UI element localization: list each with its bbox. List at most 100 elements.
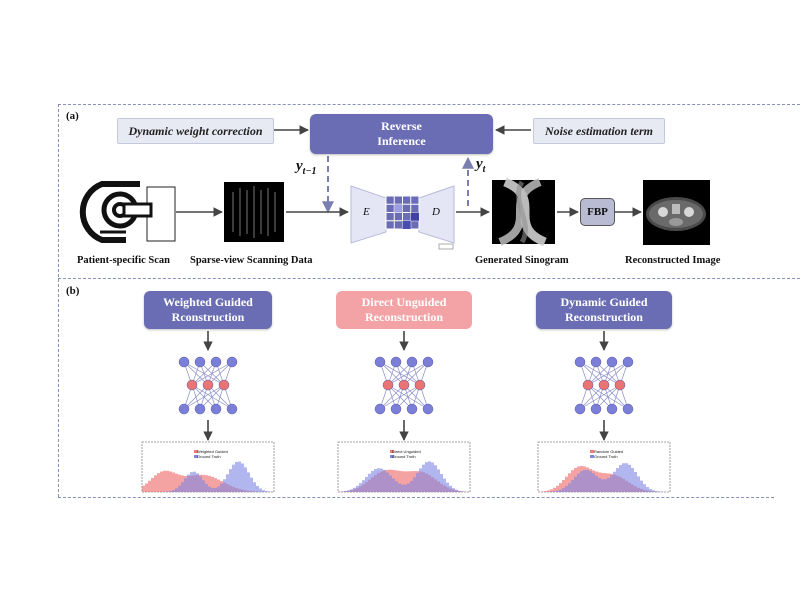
histogram-bar-blue [556,490,559,492]
histogram-bar-red [160,471,163,492]
histogram-bar-red [547,490,550,492]
histogram-bar-blue [568,483,571,492]
histogram-bar-red [568,473,571,492]
histogram-bar-blue [220,483,223,492]
network-edge [379,384,405,410]
histogram-bar-blue [404,484,407,492]
histogram-bar-blue [562,488,565,492]
histogram-bar-blue [214,487,217,492]
histogram-bar-blue [226,474,229,492]
histogram-bar-red [157,473,160,492]
histogram-bar-blue [184,478,187,492]
histogram-bar-red [562,480,565,492]
network-node [218,379,230,391]
network-edge [587,361,629,386]
histogram-bar-blue [437,469,440,492]
network-node [210,403,222,415]
histogram-bar-blue [628,464,631,492]
histogram-bar-red [154,475,157,492]
network-edge [579,384,605,410]
network-node [398,379,410,391]
histogram-bar-blue [580,471,583,492]
histogram-bar-blue [253,482,256,492]
fbp-text: FBP [587,206,608,218]
histogram-bar-blue [353,487,356,492]
histogram-bar-blue [229,469,232,492]
histogram-bar-red [166,470,169,492]
sparse-view-data-image [224,182,284,242]
reconstructed-ct-image [643,180,710,245]
histogram-bar-blue [380,468,383,492]
histogram-bar-red [544,491,547,492]
histogram-bar-blue [256,485,259,492]
histogram-bar-blue [259,488,262,492]
noise-estimation-box: Noise estimation term [533,118,665,144]
histogram-bar-blue [616,468,619,492]
legend-col3-series2: Ground Truth [594,454,618,459]
histogram-bar-blue [202,480,205,492]
histogram-bar-blue [181,482,184,492]
histogram-bar-red [550,489,553,492]
network-node [622,403,634,415]
histogram-bar-red [211,476,214,492]
histogram-bar-red [214,478,217,492]
histogram-bar-blue [365,476,368,492]
histogram-bar-red [217,479,220,492]
histogram-bar-blue [347,490,350,492]
network-node [406,403,418,415]
histogram-bar-blue [190,472,193,492]
network-node [606,403,618,415]
histogram-bar-blue [625,463,628,492]
histogram-bar-blue [607,477,610,492]
encoder-label: E [363,206,370,218]
network-node [178,356,190,368]
dynamic-weight-text: Dynamic weight correction [128,123,263,138]
network-edge [603,361,629,386]
histogram-bar-red [407,471,410,492]
histogram-bar-red [398,470,401,492]
caption-reconstructed: Reconstructed Image [625,255,721,266]
legend-col1-series2: Ground Truth [197,454,221,459]
histogram-bar-blue [401,484,404,492]
network-edge [403,361,429,386]
histogram-bar-red [401,471,404,492]
histogram-bar-blue [565,486,568,492]
histogram-bar-blue [422,464,425,492]
middle-divider [58,278,800,279]
decoder-label: D [432,206,440,218]
histogram-bar-blue [241,463,244,492]
histogram-bar-red [395,470,398,492]
histogram-bar-blue [362,480,365,492]
histogram-bar-blue [613,471,616,492]
histogram-bar-blue [175,488,178,492]
histogram-bar-blue [262,490,265,492]
histogram-bar-red [172,472,175,492]
histogram-bar-blue [434,465,437,492]
network-edge [595,384,621,410]
histogram-bar-blue [452,488,455,492]
histogram-bar-blue [389,475,392,492]
histogram-bar-blue [655,491,658,492]
panel-b-label: (b) [66,285,80,297]
histogram-bar-red [208,475,211,492]
ct-scanner-icon [79,181,176,243]
network-node [210,356,222,368]
histogram-bar-blue [571,480,574,492]
legend-swatch-red [590,450,594,453]
histogram-bar-blue [604,479,607,492]
network-edge [191,361,217,386]
histogram-bar-blue [244,467,247,492]
caption-scan: Patient-specific Scan [77,255,171,266]
network-node [606,356,618,368]
histogram-bar-blue [643,484,646,492]
histogram-bar-blue [383,470,386,492]
histogram-bar-blue [455,489,458,492]
network-node [422,356,434,368]
histogram-bar-blue [649,488,652,492]
network-node [574,403,586,415]
histogram-bar-blue [377,468,380,492]
network-edge [395,384,421,410]
